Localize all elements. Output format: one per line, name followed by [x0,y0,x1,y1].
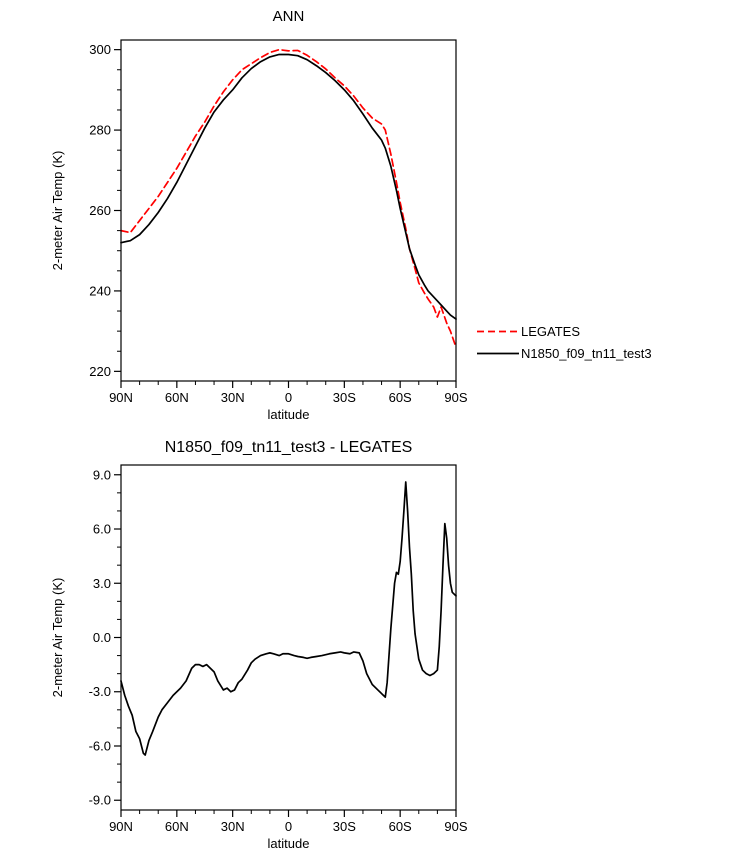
y-tick-label: 260 [89,203,111,218]
y-tick-label: 220 [89,364,111,379]
plot-frame [120,464,457,811]
legend-label-legates: LEGATES [521,324,580,339]
series-line-0 [120,48,457,349]
x-tick-label: 90S [444,390,467,405]
y-tick-label: -3.0 [89,684,111,699]
x-tick-label: 30N [221,390,245,405]
top-chart-y-axis-label: 2-meter Air Temp (K) [50,151,65,271]
x-tick-label: 0 [285,390,292,405]
bottom-chart-title: N1850_f09_tn11_test3 - LEGATES [165,439,413,456]
legend-label-model-run: N1850_f09_tn11_test3 [521,346,652,361]
bottom-chart-x-axis-label: latitude [268,836,310,851]
series-line-0 [120,481,457,756]
y-tick-label: 9.0 [93,467,111,482]
top-chart-x-axis-label: latitude [268,407,310,422]
x-tick-label: 90S [444,819,467,834]
x-tick-label: 0 [285,819,292,834]
y-tick-label: 3.0 [93,576,111,591]
x-tick-label: 30N [221,819,245,834]
y-tick-label: 300 [89,42,111,57]
x-tick-label: 30S [333,390,356,405]
x-tick-label: 90N [109,390,133,405]
x-tick-label: 60N [165,819,189,834]
x-tick-label: 60N [165,390,189,405]
y-tick-label: -9.0 [89,793,111,808]
x-tick-label: 60S [389,819,412,834]
series-line-1 [120,53,457,320]
x-tick-label: 60S [389,390,412,405]
top-chart-title: ANN [273,8,305,25]
x-tick-label: 90N [109,819,133,834]
bottom-chart: 90N 60N 30N 0 30S 60S 90S -9.0 -6.0 -3.0 0.0 3.0 6.0… [89,464,468,834]
y-tick-label: 0.0 [93,630,111,645]
y-tick-label: -6.0 [89,738,111,753]
y-tick-label: 280 [89,123,111,138]
y-tick-label: 240 [89,283,111,298]
x-tick-label: 30S [333,819,356,834]
y-tick-label: 6.0 [93,522,111,537]
bottom-chart-y-axis-label: 2-meter Air Temp (K) [50,578,65,698]
plot-frame [120,39,457,382]
top-chart: 90N 60N 30N 0 30S 60S 90S 220 240 260 280 300 [89,39,519,405]
